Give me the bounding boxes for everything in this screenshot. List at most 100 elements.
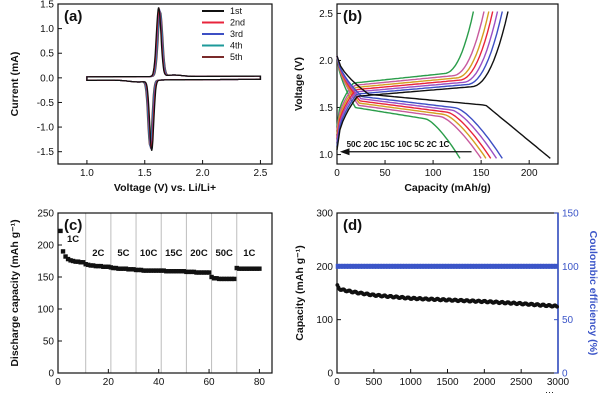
rate-point <box>239 266 244 271</box>
rate-point <box>224 276 229 282</box>
efficiency-point <box>534 263 539 269</box>
rate-point <box>78 260 83 265</box>
efficiency-point <box>456 263 461 269</box>
rate-point <box>63 254 68 259</box>
plot-frame <box>336 3 559 165</box>
discharge-curve-5C <box>336 55 498 159</box>
rate-point <box>242 266 247 271</box>
efficiency-point <box>517 263 522 269</box>
x-tick-label: 2.5 <box>253 168 267 179</box>
rate-point <box>133 267 139 273</box>
x-tick-label: 500 <box>365 377 382 388</box>
rate-point <box>86 262 91 268</box>
rate-point <box>191 269 197 275</box>
rate-point <box>128 267 134 272</box>
rate-point <box>209 274 214 280</box>
efficiency-point <box>458 263 463 269</box>
efficiency-point <box>481 263 486 269</box>
rate-point <box>254 266 260 271</box>
efficiency-point <box>425 263 430 269</box>
legend-label-3rd: 3rd <box>230 29 243 39</box>
rate-point <box>196 270 202 275</box>
rate-point <box>216 276 222 282</box>
efficiency-point <box>464 263 469 269</box>
rate-point <box>80 260 86 265</box>
efficiency-point <box>369 263 374 269</box>
rate-point <box>169 269 174 274</box>
legend-label-4th: 4th <box>230 41 243 51</box>
charge-curve-1C <box>336 11 509 151</box>
rate-point <box>153 268 159 273</box>
rate-point <box>166 269 171 274</box>
efficiency-point <box>512 263 517 269</box>
rate-point <box>126 267 131 272</box>
efficiency-point <box>411 263 416 269</box>
x-axis-label: Capacity (mAh/g) <box>404 182 490 194</box>
efficiency-point <box>551 263 556 269</box>
rate-point <box>123 266 129 271</box>
segment-label: 1C <box>67 234 79 245</box>
efficiency-point <box>436 263 441 269</box>
efficiency-point <box>439 263 444 269</box>
rate-arrow-head <box>339 148 350 156</box>
y-axis-label: Current (mA) <box>9 52 21 117</box>
efficiency-point <box>433 263 438 269</box>
y-tick-label: 0.0 <box>40 73 54 84</box>
segment-label: 10C <box>140 248 158 259</box>
rate-point <box>244 266 250 271</box>
efficiency-point <box>414 263 419 269</box>
y-tick-label: -0.5 <box>37 98 55 109</box>
rate-point <box>113 265 119 271</box>
panel-b-charge-discharge: 0 50 100 150 200 1.0 1.5 2.0 2.5 Capacity (mAh/g)… <box>293 3 559 194</box>
y2-tick-label: 150 <box>562 209 579 220</box>
rate-point <box>121 266 126 271</box>
efficiency-point <box>422 263 427 269</box>
efficiency-point <box>450 263 455 269</box>
efficiency-point <box>386 263 391 269</box>
efficiency-point <box>388 263 393 269</box>
x-tick-label: 0 <box>55 377 61 388</box>
rate-point <box>164 269 169 274</box>
efficiency-point <box>428 263 433 269</box>
efficiency-point <box>453 263 458 269</box>
efficiency-point <box>430 263 435 269</box>
rate-point <box>211 276 217 281</box>
efficiency-point <box>374 263 379 269</box>
panel-label: (c) <box>64 217 82 234</box>
efficiency-point <box>470 263 475 269</box>
efficiency-point <box>475 263 480 269</box>
rate-point <box>249 266 255 271</box>
efficiency-point <box>498 263 503 269</box>
efficiency-point <box>500 263 505 269</box>
rate-point <box>70 258 76 264</box>
rate-point <box>174 269 179 274</box>
efficiency-point <box>514 263 519 269</box>
efficiency-point <box>408 263 413 269</box>
rate-point <box>146 268 151 273</box>
panel-label: (a) <box>64 8 82 25</box>
rate-point <box>75 259 81 264</box>
rate-point <box>65 256 71 262</box>
x-axis-label: Voltage (V) vs. Li/Li+ <box>114 182 216 194</box>
rate-point <box>88 263 93 268</box>
rate-point <box>181 269 187 274</box>
efficiency-point <box>391 263 396 269</box>
efficiency-point <box>492 263 497 269</box>
efficiency-point <box>528 263 533 269</box>
segment-label: 2C <box>92 248 104 259</box>
efficiency-point <box>372 263 377 269</box>
charge-curve-20C <box>336 11 485 131</box>
y-axis-label: Capacity (mAh g⁻¹) <box>294 245 306 340</box>
efficiency-point <box>472 263 477 269</box>
rate-point <box>247 266 252 271</box>
efficiency-point <box>383 263 388 269</box>
rate-annotation-text: 50C 20C 15C 10C 5C 2C 1C <box>347 140 450 149</box>
x-tick-label: 20 <box>103 377 115 388</box>
rate-point <box>257 266 262 271</box>
x-tick-label: 50 <box>379 168 391 179</box>
rate-point <box>83 262 88 267</box>
rate-point <box>138 267 144 273</box>
rate-point <box>189 269 194 275</box>
rate-point <box>136 267 141 273</box>
panel-d-long-cycling: 0 500 1000 1500 2000 2500 30000100200300Capaci… <box>294 209 599 389</box>
